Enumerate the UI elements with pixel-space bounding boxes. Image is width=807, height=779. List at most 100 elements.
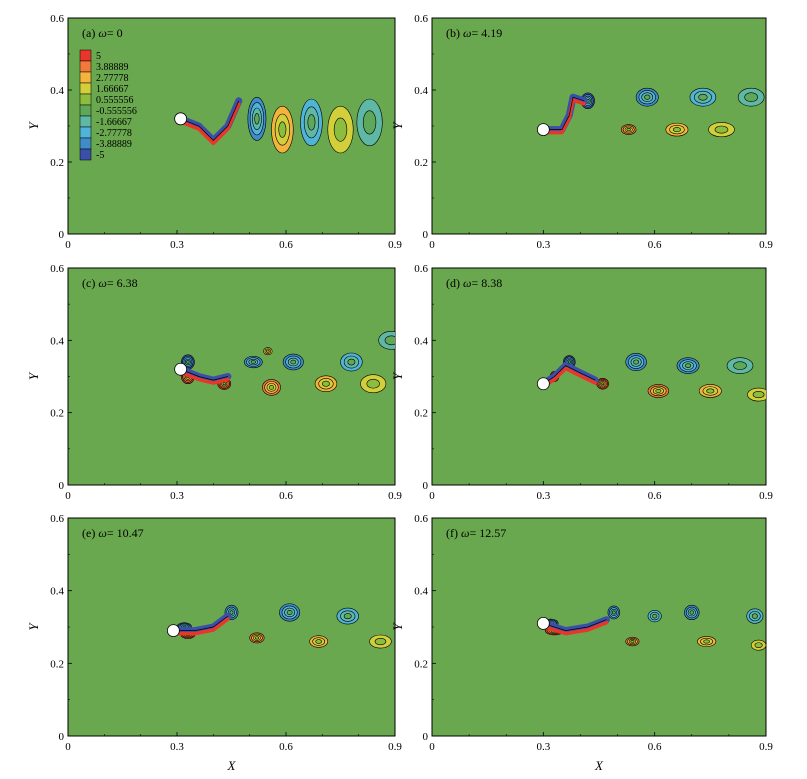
contour-ring [366, 378, 380, 389]
legend-box [78, 47, 162, 163]
contour-ring [250, 360, 256, 364]
y-tick-label: 0.6 [414, 263, 428, 275]
x-tick-label: 0.6 [279, 741, 293, 753]
y-tick-label: 0.6 [414, 513, 428, 525]
legend-swatch [79, 126, 92, 139]
positive-vortex [747, 387, 766, 402]
plot-area [67, 517, 396, 737]
x-tick-label: 0.3 [536, 741, 550, 753]
contour-ring [278, 121, 287, 138]
cylinder [536, 123, 550, 137]
negative-vortex [684, 604, 700, 621]
x-tick-label: 0.3 [170, 490, 184, 502]
negative-vortex [607, 605, 621, 620]
legend-label: -2.77778 [96, 128, 132, 139]
contour-ring [268, 385, 275, 390]
positive-vortex [263, 347, 273, 356]
legend-swatch [79, 71, 92, 84]
positive-vortex [360, 374, 387, 394]
shear-layer-positive [178, 370, 230, 385]
legend-swatch [79, 82, 92, 95]
legend-swatch [79, 49, 92, 62]
contour-ring [633, 359, 640, 365]
y-tick-label: 0.2 [50, 157, 64, 169]
negative-vortex [300, 98, 323, 147]
contour-ring [266, 349, 270, 353]
positive-vortex [271, 105, 294, 154]
x-tick-label: 0.6 [648, 239, 662, 251]
contour-ring [222, 382, 226, 386]
contour-ring [362, 110, 377, 135]
positive-vortex [620, 124, 637, 135]
panel-f: (f) ω= 12.57 0 0.3 0.6 0.9 0 0.2 0.4 0.6 Y X [390, 513, 773, 773]
negative-vortex [247, 96, 267, 141]
y-tick-label: 0.4 [414, 85, 428, 97]
positive-vortex [647, 384, 670, 398]
contour-ring [290, 359, 297, 365]
y-tick-label: 0.2 [414, 658, 428, 670]
contour-ring [630, 640, 635, 643]
contour-ring [714, 125, 729, 134]
cylinder [174, 362, 188, 376]
contour-ring [626, 128, 631, 132]
y-tick-label: 0.2 [50, 658, 64, 670]
x-tick-label: 0.9 [759, 741, 773, 753]
contour-ring [652, 613, 658, 619]
contour-ring [307, 114, 316, 131]
y-axis-label: Y [390, 371, 405, 380]
x-tick-label: 0 [65, 239, 71, 251]
shear-layer-contour [173, 615, 229, 631]
x-tick-label: 0.3 [536, 239, 550, 251]
y-tick-label: 0.2 [50, 408, 64, 420]
contour-ring [567, 360, 571, 364]
contour-ring [612, 610, 616, 615]
negative-vortex [676, 357, 700, 374]
legend-label: -3.88889 [96, 139, 132, 150]
y-tick-label: 0.6 [414, 13, 428, 25]
negative-vortex [647, 609, 662, 623]
shear-layer-contour [180, 100, 240, 141]
shear-layer-contour [543, 96, 585, 130]
contour-ring [254, 113, 260, 125]
contour-ring [754, 642, 763, 649]
y-tick-label: 0 [59, 229, 65, 241]
negative-vortex [181, 354, 195, 370]
x-tick-label: 0.6 [648, 741, 662, 753]
legend-swatch [79, 137, 92, 150]
x-axis-label: X [594, 758, 604, 773]
x-tick-label: 0.6 [279, 490, 293, 502]
y-axis-label: Y [390, 121, 405, 130]
legend-label: -1.66667 [96, 117, 132, 128]
negative-vortex [689, 87, 717, 107]
panel-c: (c) ω= 6.38 0 0.3 0.6 0.9 0 0.2 0.4 0.6 Y [26, 263, 402, 502]
contour-ring [703, 639, 711, 644]
contour-ring [286, 609, 293, 615]
positive-vortex [369, 634, 392, 649]
negative-vortex [336, 607, 359, 625]
negative-vortex [279, 603, 301, 622]
legend-label: 1.66667 [96, 84, 129, 95]
panel-label: (b) ω= 4.19 [446, 26, 502, 40]
legend-swatch [79, 148, 92, 161]
legend: 53.888892.777781.666670.555556-0.555556-… [78, 47, 162, 163]
y-tick-label: 0.4 [50, 335, 64, 347]
y-tick-label: 0.4 [414, 586, 428, 598]
panel-label: (f) ω= 12.57 [446, 526, 506, 540]
x-tick-label: 0.6 [648, 490, 662, 502]
x-tick-label: 0 [65, 490, 71, 502]
contour-ring [751, 613, 758, 619]
contour-ring [655, 389, 662, 393]
y-axis-label: Y [26, 371, 41, 380]
x-tick-label: 0 [429, 490, 435, 502]
negative-vortex [243, 355, 263, 369]
legend-label: -0.555556 [96, 106, 137, 117]
contour-ring [644, 94, 651, 100]
plot-area [431, 267, 767, 486]
negative-vortex [635, 87, 659, 107]
negative-vortex [746, 608, 764, 624]
negative-vortex [378, 330, 395, 350]
legend-swatch [79, 60, 92, 73]
panel-label: (d) ω= 8.38 [446, 276, 502, 290]
legend-swatch [79, 115, 92, 128]
shear-layer-contour [180, 368, 228, 381]
